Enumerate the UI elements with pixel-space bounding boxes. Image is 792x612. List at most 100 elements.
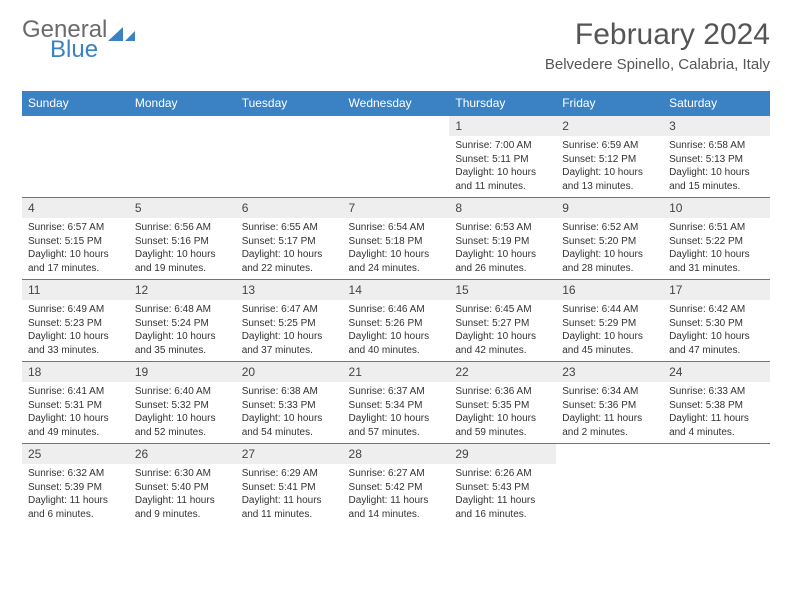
calendar-day: 2Sunrise: 6:59 AMSunset: 5:12 PMDaylight…: [556, 116, 663, 198]
calendar-day: 29Sunrise: 6:26 AMSunset: 5:43 PMDayligh…: [449, 444, 556, 526]
calendar-day: 24Sunrise: 6:33 AMSunset: 5:38 PMDayligh…: [663, 362, 770, 444]
calendar-day: 4Sunrise: 6:57 AMSunset: 5:15 PMDaylight…: [22, 198, 129, 280]
day-number: 20: [236, 362, 343, 382]
day-number: 22: [449, 362, 556, 382]
calendar-day: 25Sunrise: 6:32 AMSunset: 5:39 PMDayligh…: [22, 444, 129, 526]
day-details: Sunrise: 6:36 AMSunset: 5:35 PMDaylight:…: [449, 382, 556, 442]
day-number: 4: [22, 198, 129, 218]
calendar-day: 22Sunrise: 6:36 AMSunset: 5:35 PMDayligh…: [449, 362, 556, 444]
day-number: 28: [343, 444, 450, 464]
calendar-day: 28Sunrise: 6:27 AMSunset: 5:42 PMDayligh…: [343, 444, 450, 526]
day-details: Sunrise: 6:48 AMSunset: 5:24 PMDaylight:…: [129, 300, 236, 360]
logo-text-blue: Blue: [50, 38, 136, 62]
title-block: February 2024 Belvedere Spinello, Calabr…: [545, 18, 770, 73]
calendar-body: 1Sunrise: 7:00 AMSunset: 5:11 PMDaylight…: [22, 116, 770, 526]
weekday-header: Friday: [556, 91, 663, 116]
day-details: Sunrise: 6:32 AMSunset: 5:39 PMDaylight:…: [22, 464, 129, 524]
calendar-row: 18Sunrise: 6:41 AMSunset: 5:31 PMDayligh…: [22, 362, 770, 444]
calendar-day: 6Sunrise: 6:55 AMSunset: 5:17 PMDaylight…: [236, 198, 343, 280]
day-number: 15: [449, 280, 556, 300]
calendar-day: 14Sunrise: 6:46 AMSunset: 5:26 PMDayligh…: [343, 280, 450, 362]
day-number: 14: [343, 280, 450, 300]
day-number: 18: [22, 362, 129, 382]
day-number: 24: [663, 362, 770, 382]
calendar-head: SundayMondayTuesdayWednesdayThursdayFrid…: [22, 91, 770, 116]
calendar-empty: [556, 444, 663, 526]
day-details: Sunrise: 6:27 AMSunset: 5:42 PMDaylight:…: [343, 464, 450, 524]
calendar-empty: [663, 444, 770, 526]
day-details: Sunrise: 6:54 AMSunset: 5:18 PMDaylight:…: [343, 218, 450, 278]
day-details: Sunrise: 6:29 AMSunset: 5:41 PMDaylight:…: [236, 464, 343, 524]
logo: GeneralBlue: [22, 18, 136, 62]
day-number: 19: [129, 362, 236, 382]
calendar-day: 8Sunrise: 6:53 AMSunset: 5:19 PMDaylight…: [449, 198, 556, 280]
calendar-empty: [343, 116, 450, 198]
day-details: Sunrise: 6:57 AMSunset: 5:15 PMDaylight:…: [22, 218, 129, 278]
day-number: 1: [449, 116, 556, 136]
calendar-row: 1Sunrise: 7:00 AMSunset: 5:11 PMDaylight…: [22, 116, 770, 198]
day-number: 29: [449, 444, 556, 464]
weekday-header: Tuesday: [236, 91, 343, 116]
day-number: 13: [236, 280, 343, 300]
calendar-empty: [236, 116, 343, 198]
day-number: 25: [22, 444, 129, 464]
calendar-day: 18Sunrise: 6:41 AMSunset: 5:31 PMDayligh…: [22, 362, 129, 444]
day-details: Sunrise: 6:59 AMSunset: 5:12 PMDaylight:…: [556, 136, 663, 196]
day-number: 11: [22, 280, 129, 300]
day-details: Sunrise: 6:34 AMSunset: 5:36 PMDaylight:…: [556, 382, 663, 442]
day-number: 27: [236, 444, 343, 464]
calendar-day: 19Sunrise: 6:40 AMSunset: 5:32 PMDayligh…: [129, 362, 236, 444]
day-number: 2: [556, 116, 663, 136]
day-details: Sunrise: 6:49 AMSunset: 5:23 PMDaylight:…: [22, 300, 129, 360]
calendar-day: 27Sunrise: 6:29 AMSunset: 5:41 PMDayligh…: [236, 444, 343, 526]
day-number: 10: [663, 198, 770, 218]
day-details: Sunrise: 6:47 AMSunset: 5:25 PMDaylight:…: [236, 300, 343, 360]
day-details: Sunrise: 6:52 AMSunset: 5:20 PMDaylight:…: [556, 218, 663, 278]
day-number: 6: [236, 198, 343, 218]
weekday-header: Wednesday: [343, 91, 450, 116]
calendar-day: 13Sunrise: 6:47 AMSunset: 5:25 PMDayligh…: [236, 280, 343, 362]
day-number: 16: [556, 280, 663, 300]
location: Belvedere Spinello, Calabria, Italy: [545, 56, 770, 73]
day-details: Sunrise: 7:00 AMSunset: 5:11 PMDaylight:…: [449, 136, 556, 196]
day-details: Sunrise: 6:38 AMSunset: 5:33 PMDaylight:…: [236, 382, 343, 442]
day-details: Sunrise: 6:40 AMSunset: 5:32 PMDaylight:…: [129, 382, 236, 442]
calendar-row: 25Sunrise: 6:32 AMSunset: 5:39 PMDayligh…: [22, 444, 770, 526]
day-number: 9: [556, 198, 663, 218]
day-details: Sunrise: 6:41 AMSunset: 5:31 PMDaylight:…: [22, 382, 129, 442]
header: GeneralBlue February 2024 Belvedere Spin…: [22, 18, 770, 73]
day-details: Sunrise: 6:26 AMSunset: 5:43 PMDaylight:…: [449, 464, 556, 524]
day-details: Sunrise: 6:53 AMSunset: 5:19 PMDaylight:…: [449, 218, 556, 278]
day-details: Sunrise: 6:55 AMSunset: 5:17 PMDaylight:…: [236, 218, 343, 278]
calendar-day: 7Sunrise: 6:54 AMSunset: 5:18 PMDaylight…: [343, 198, 450, 280]
day-number: 21: [343, 362, 450, 382]
day-number: 7: [343, 198, 450, 218]
calendar-day: 23Sunrise: 6:34 AMSunset: 5:36 PMDayligh…: [556, 362, 663, 444]
calendar-day: 5Sunrise: 6:56 AMSunset: 5:16 PMDaylight…: [129, 198, 236, 280]
page-title: February 2024: [545, 18, 770, 52]
calendar-day: 17Sunrise: 6:42 AMSunset: 5:30 PMDayligh…: [663, 280, 770, 362]
day-details: Sunrise: 6:56 AMSunset: 5:16 PMDaylight:…: [129, 218, 236, 278]
calendar-day: 16Sunrise: 6:44 AMSunset: 5:29 PMDayligh…: [556, 280, 663, 362]
calendar-day: 26Sunrise: 6:30 AMSunset: 5:40 PMDayligh…: [129, 444, 236, 526]
calendar-day: 10Sunrise: 6:51 AMSunset: 5:22 PMDayligh…: [663, 198, 770, 280]
day-number: 12: [129, 280, 236, 300]
day-details: Sunrise: 6:42 AMSunset: 5:30 PMDaylight:…: [663, 300, 770, 360]
day-number: 8: [449, 198, 556, 218]
calendar-row: 11Sunrise: 6:49 AMSunset: 5:23 PMDayligh…: [22, 280, 770, 362]
calendar-day: 21Sunrise: 6:37 AMSunset: 5:34 PMDayligh…: [343, 362, 450, 444]
calendar-table: SundayMondayTuesdayWednesdayThursdayFrid…: [22, 91, 770, 526]
calendar-day: 1Sunrise: 7:00 AMSunset: 5:11 PMDaylight…: [449, 116, 556, 198]
day-details: Sunrise: 6:51 AMSunset: 5:22 PMDaylight:…: [663, 218, 770, 278]
day-number: 17: [663, 280, 770, 300]
calendar-empty: [22, 116, 129, 198]
calendar-day: 12Sunrise: 6:48 AMSunset: 5:24 PMDayligh…: [129, 280, 236, 362]
day-details: Sunrise: 6:33 AMSunset: 5:38 PMDaylight:…: [663, 382, 770, 442]
calendar-empty: [129, 116, 236, 198]
weekday-header: Sunday: [22, 91, 129, 116]
calendar-day: 20Sunrise: 6:38 AMSunset: 5:33 PMDayligh…: [236, 362, 343, 444]
calendar-day: 15Sunrise: 6:45 AMSunset: 5:27 PMDayligh…: [449, 280, 556, 362]
calendar-row: 4Sunrise: 6:57 AMSunset: 5:15 PMDaylight…: [22, 198, 770, 280]
weekday-header: Thursday: [449, 91, 556, 116]
day-number: 3: [663, 116, 770, 136]
